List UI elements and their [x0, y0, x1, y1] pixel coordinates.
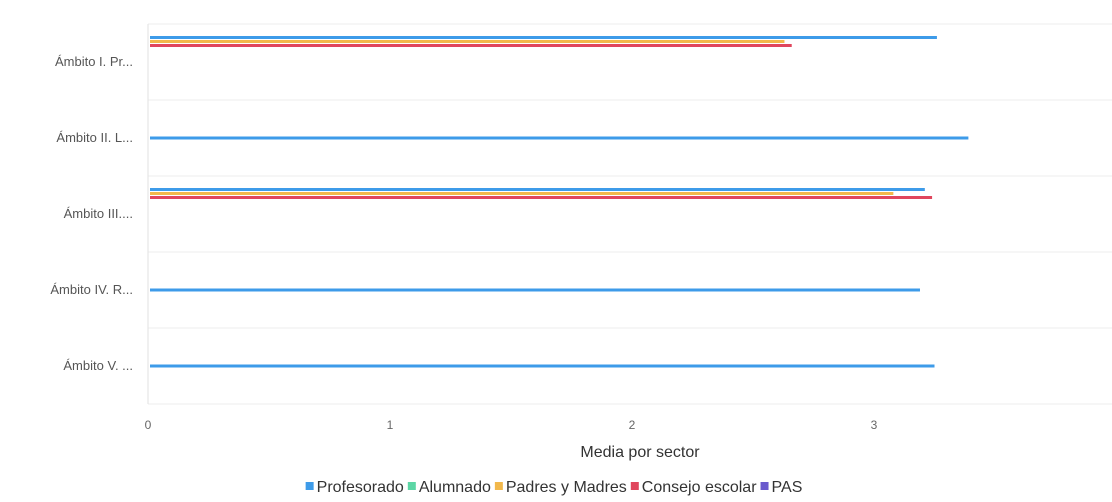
category-label: Ámbito I. Pr...: [55, 54, 133, 69]
bar-profesorado: [150, 188, 925, 191]
gridlines: [147, 23, 1112, 405]
bar-consejo-escolar: [150, 196, 933, 199]
category-label: Ámbito IV. R...: [50, 282, 133, 297]
category-label: Ámbito V. ...: [63, 358, 133, 373]
legend-label: Consejo escolar: [642, 479, 757, 496]
x-tick-label: 1: [387, 418, 394, 432]
bar-consejo-escolar: [150, 44, 792, 47]
bars: [150, 36, 969, 368]
legend-swatch: [305, 482, 314, 490]
bar-profesorado: [150, 136, 969, 140]
legend-label: Profesorado: [317, 479, 404, 496]
legend-swatch: [407, 482, 416, 490]
x-tick-label: 0: [145, 418, 152, 432]
legend-swatch: [630, 482, 639, 490]
legend-swatch: [760, 482, 769, 490]
legend: Profesorado Alumnado Padres y Madres Consej…: [305, 479, 803, 496]
x-tick-label: 3: [871, 418, 878, 432]
x-tick-label: 2: [629, 418, 636, 432]
x-axis-title: Media por sector: [580, 444, 700, 461]
legend-label: Alumnado: [419, 479, 491, 496]
legend-label: PAS: [772, 479, 803, 496]
bar-padres-y-madres: [150, 192, 894, 195]
category-labels: Ámbito I. Pr... Ámbito II. L... Ámbito III…: [50, 54, 133, 373]
category-label: Ámbito III....: [64, 206, 133, 221]
bar-profesorado: [150, 36, 937, 39]
bar-profesorado: [150, 364, 935, 368]
category-label: Ámbito II. L...: [56, 130, 133, 145]
legend-label: Padres y Madres: [506, 479, 627, 496]
x-tick-labels: 01234: [145, 418, 878, 432]
bar-profesorado: [150, 288, 920, 292]
legend-swatch: [494, 482, 503, 490]
bar-padres-y-madres: [150, 40, 785, 43]
